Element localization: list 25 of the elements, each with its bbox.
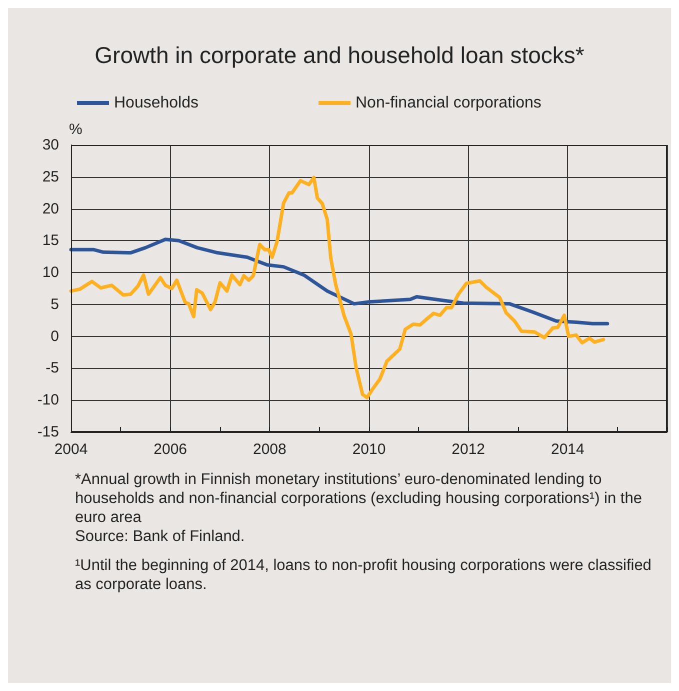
text: *Annual growth in Finnish monetary institutions’ euro-denominated lending to households and non-financial corporations (excluding housing corporations¹) in the euro area — [75, 470, 643, 527]
x-tick-label: 2014 — [550, 441, 584, 458]
legend-label: Non-financial corporations — [356, 94, 542, 112]
y-tick-label: 25 — [42, 168, 59, 186]
x-tick-label: 2008 — [252, 441, 286, 458]
line-series — [69, 238, 610, 326]
chart-title: Growth in corporate and household loan stocks* — [94, 42, 586, 69]
y-axis-title: % — [69, 121, 82, 138]
x-tick-label: 2006 — [154, 441, 188, 458]
y-tick-label: -10 — [37, 392, 59, 409]
x-tick-label: 2004 — [54, 441, 88, 458]
line-series — [69, 176, 606, 400]
y-tick-label: 15 — [42, 232, 59, 250]
y-tick-label: 20 — [42, 200, 59, 218]
y-tick-label: 0 — [50, 328, 59, 345]
source-note: Source: Bank of Finland. — [75, 527, 246, 546]
y-tick-label: -5 — [46, 360, 59, 377]
y-tick-label: 30 — [42, 136, 59, 154]
legend-label: Households — [114, 94, 198, 112]
text: ¹Until the beginning of 2014, loans to non-profit housing corporations were classified as corporate loans. — [75, 556, 652, 594]
y-tick-label: 10 — [42, 264, 59, 282]
y-tick-label: -15 — [37, 424, 59, 440]
x-tick-label: 2010 — [352, 441, 386, 458]
y-tick-label: 5 — [50, 296, 59, 313]
x-tick-label: 2012 — [452, 441, 486, 458]
